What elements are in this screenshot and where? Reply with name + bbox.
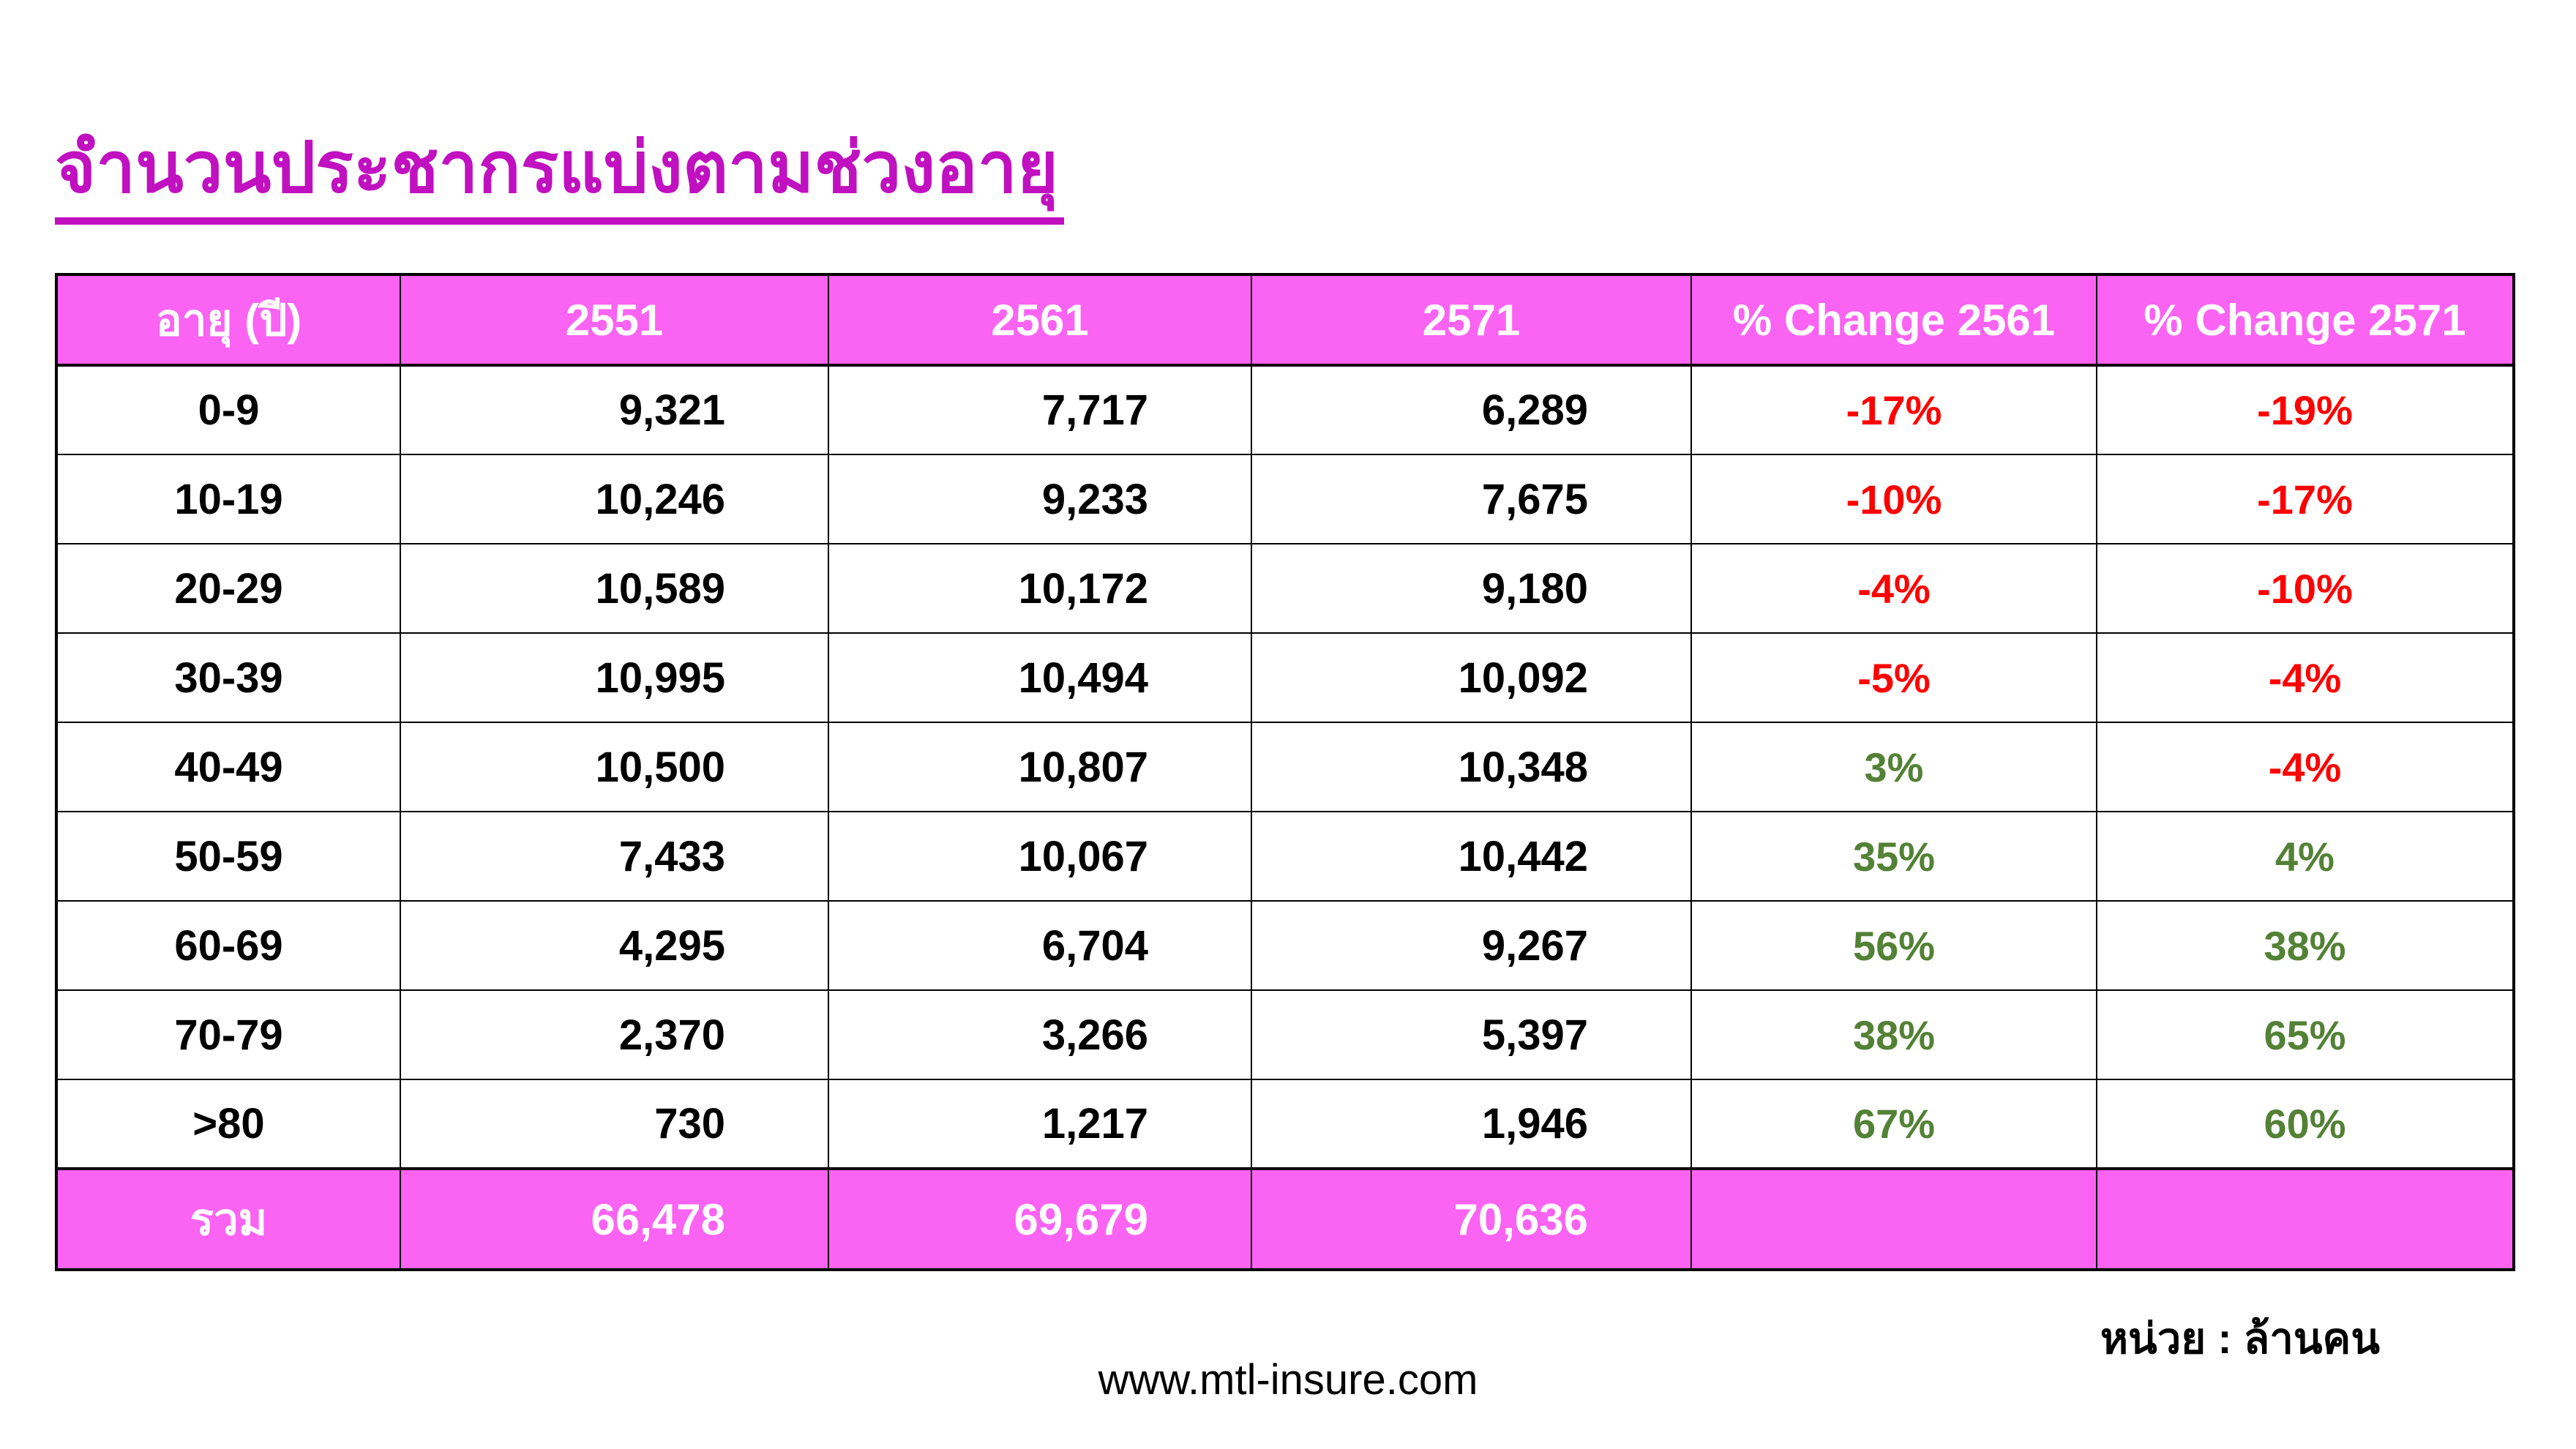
age-cell: 40-49 xyxy=(56,722,401,812)
pct-change-cell: -17% xyxy=(1690,364,2097,455)
age-cell: 60-69 xyxy=(56,900,401,991)
population-value-cell: 1,946 xyxy=(1251,1079,1692,1169)
population-value-cell: 6,289 xyxy=(1251,364,1692,455)
population-value-cell: 7,675 xyxy=(1251,454,1692,544)
age-cell: 0-9 xyxy=(56,364,401,455)
population-value-cell: 7,717 xyxy=(828,364,1252,455)
table-row: 20-29 10,589 10,172 9,180 -4% -10% xyxy=(56,543,2515,634)
pct-change-cell: 38% xyxy=(2096,900,2515,991)
table-row: 40-49 10,500 10,807 10,348 3% -4% xyxy=(56,722,2515,812)
pct-change-cell: 56% xyxy=(1690,900,2097,991)
population-value-cell: 9,267 xyxy=(1251,900,1692,991)
pct-change-cell: -19% xyxy=(2096,364,2515,455)
population-value-cell: 3,266 xyxy=(828,989,1252,1080)
table-row: 70-79 2,370 3,266 5,397 38% 65% xyxy=(56,989,2515,1080)
pct-change-cell: -4% xyxy=(2096,632,2515,723)
population-value-cell: 5,397 xyxy=(1251,989,1692,1080)
pct-change-cell: -10% xyxy=(2096,543,2515,634)
total-value-cell: 66,478 xyxy=(400,1167,829,1270)
total-value-cell: 70,636 xyxy=(1251,1167,1692,1270)
header-year-2561: 2561 xyxy=(828,274,1252,367)
population-value-cell: 9,321 xyxy=(400,364,829,455)
pct-change-cell: 65% xyxy=(2096,989,2515,1080)
total-row: รวม 66,478 69,679 70,636 xyxy=(56,1167,2515,1270)
population-value-cell: 2,370 xyxy=(400,989,829,1080)
pct-change-cell: -17% xyxy=(2096,454,2515,544)
pct-change-cell: 38% xyxy=(1690,989,2097,1080)
population-value-cell: 10,589 xyxy=(400,543,829,634)
population-value-cell: 7,433 xyxy=(400,811,829,902)
population-value-cell: 1,217 xyxy=(828,1079,1252,1169)
table-row: 10-19 10,246 9,233 7,675 -10% -17% xyxy=(56,454,2515,544)
table-header-row: อายุ (ปี) 2551 2561 2571 % Change 2561 %… xyxy=(56,274,2515,367)
population-value-cell: 10,348 xyxy=(1251,722,1692,812)
population-value-cell: 10,995 xyxy=(400,632,829,723)
age-cell: 20-29 xyxy=(56,543,401,634)
population-table: อายุ (ปี) 2551 2561 2571 % Change 2561 %… xyxy=(55,273,2515,1271)
pct-change-cell: 35% xyxy=(1690,811,2097,902)
header-age: อายุ (ปี) xyxy=(56,274,401,367)
population-value-cell: 10,442 xyxy=(1251,811,1692,902)
age-cell: 50-59 xyxy=(56,811,401,902)
age-cell: 70-79 xyxy=(56,989,401,1080)
population-value-cell: 6,704 xyxy=(828,900,1252,991)
table-row: 60-69 4,295 6,704 9,267 56% 38% xyxy=(56,900,2515,991)
total-empty-cell xyxy=(2096,1167,2515,1270)
population-value-cell: 10,092 xyxy=(1251,632,1692,723)
total-label-cell: รวม xyxy=(56,1167,401,1270)
pct-change-cell: -10% xyxy=(1690,454,2097,544)
page-title: จำนวนประชากรแบ่งตามช่วงอายุ xyxy=(55,123,1065,225)
population-value-cell: 10,067 xyxy=(828,811,1252,902)
total-empty-cell xyxy=(1690,1167,2097,1270)
population-value-cell: 9,180 xyxy=(1251,543,1692,634)
header-pct-change-2571: % Change 2571 xyxy=(2096,274,2515,367)
table-row: 30-39 10,995 10,494 10,092 -5% -4% xyxy=(56,632,2515,723)
table-row: >80 730 1,217 1,946 67% 60% xyxy=(56,1079,2515,1169)
age-cell: 10-19 xyxy=(56,454,401,544)
pct-change-cell: 67% xyxy=(1690,1079,2097,1169)
pct-change-cell: -4% xyxy=(2096,722,2515,812)
population-value-cell: 9,233 xyxy=(828,454,1252,544)
table-body: 0-9 9,321 7,717 6,289 -17% -19% 10-19 10,246 9,2… xyxy=(56,364,2515,1270)
website-link[interactable]: www.mtl-insure.com xyxy=(1098,1356,1478,1404)
unit-note: หน่วย : ล้านคน xyxy=(2100,1315,2380,1363)
population-value-cell: 10,807 xyxy=(828,722,1252,812)
pct-change-cell: -5% xyxy=(1690,632,2097,723)
pct-change-cell: 3% xyxy=(1690,722,2097,812)
population-value-cell: 10,172 xyxy=(828,543,1252,634)
total-value-cell: 69,679 xyxy=(828,1167,1252,1270)
age-cell: 30-39 xyxy=(56,632,401,723)
population-value-cell: 10,246 xyxy=(400,454,829,544)
header-year-2551: 2551 xyxy=(400,274,829,367)
population-value-cell: 10,500 xyxy=(400,722,829,812)
table-row: 0-9 9,321 7,717 6,289 -17% -19% xyxy=(56,364,2515,455)
population-value-cell: 4,295 xyxy=(400,900,829,991)
header-pct-change-2561: % Change 2561 xyxy=(1690,274,2097,367)
age-cell: >80 xyxy=(56,1079,401,1169)
population-value-cell: 730 xyxy=(400,1079,829,1169)
header-year-2571: 2571 xyxy=(1251,274,1692,367)
table-row: 50-59 7,433 10,067 10,442 35% 4% xyxy=(56,811,2515,902)
pct-change-cell: 4% xyxy=(2096,811,2515,902)
pct-change-cell: 60% xyxy=(2096,1079,2515,1169)
pct-change-cell: -4% xyxy=(1690,543,2097,634)
population-value-cell: 10,494 xyxy=(828,632,1252,723)
